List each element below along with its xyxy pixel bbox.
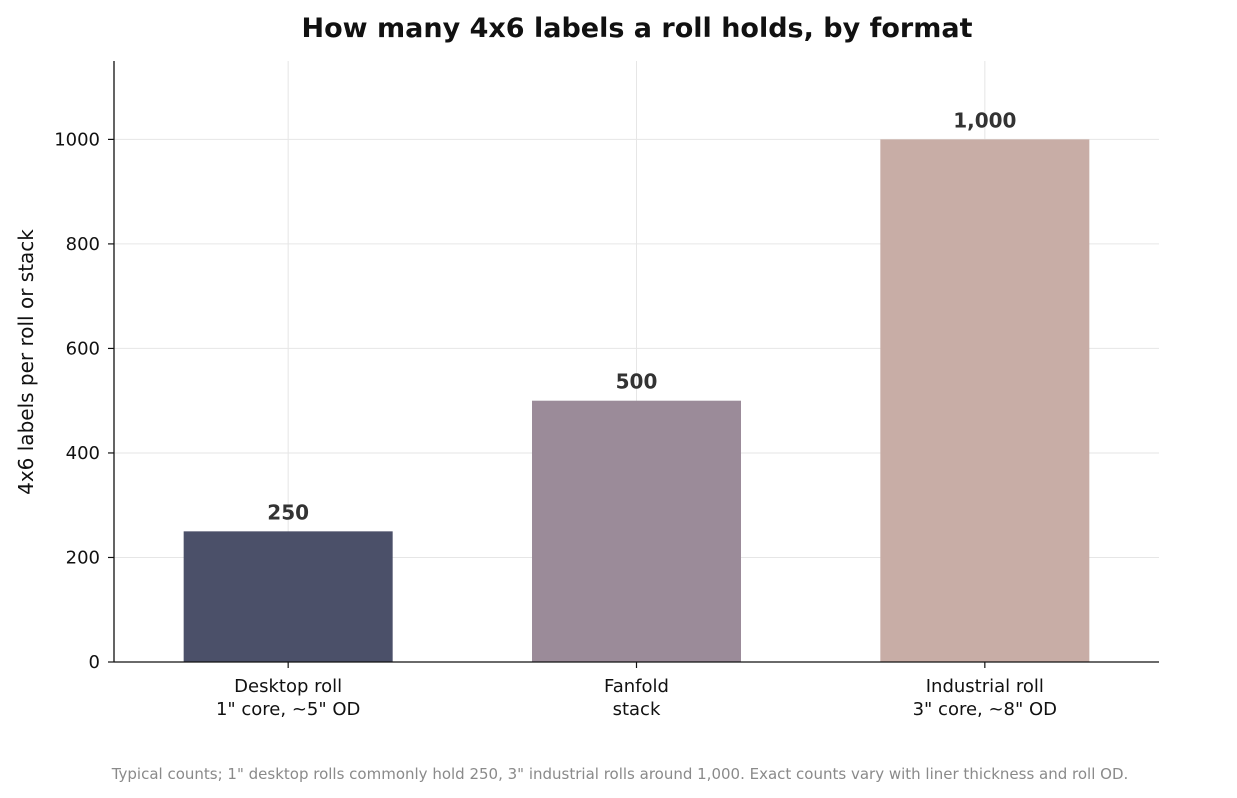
bar	[880, 139, 1090, 663]
bar	[532, 400, 741, 662]
y-tick-label: 400	[66, 443, 100, 464]
bar-value-label: 500	[616, 370, 658, 394]
chart-title: How many 4x6 labels a roll holds, by for…	[302, 13, 973, 44]
y-axis-ticks: 0 200 400 600 800 1000	[54, 129, 114, 673]
x-tick-label: Desktop roll 1" core, ~5" OD	[216, 676, 360, 720]
y-tick-label: 800	[66, 234, 100, 255]
y-axis-label: 4x6 labels per roll or stack	[14, 229, 38, 495]
x-tick-label: Industrial roll 3" core, ~8" OD	[913, 676, 1057, 720]
bars	[183, 139, 1090, 663]
chart-footnote: Typical counts; 1" desktop rolls commonl…	[111, 765, 1129, 783]
x-axis-ticks: Desktop roll 1" core, ~5" OD Fanfold stack I…	[216, 662, 1057, 720]
data-labels: 250 500 1,000	[267, 108, 1016, 524]
y-tick-label: 600	[66, 338, 100, 359]
x-tick-label: Fanfold stack	[604, 676, 669, 720]
y-tick-label: 1000	[54, 129, 100, 150]
bar	[183, 531, 393, 662]
y-tick-label: 0	[89, 652, 100, 673]
bar-value-label: 250	[267, 500, 309, 524]
bar-value-label: 1,000	[953, 108, 1016, 132]
y-tick-label: 200	[66, 547, 100, 568]
gridlines	[114, 61, 1159, 662]
